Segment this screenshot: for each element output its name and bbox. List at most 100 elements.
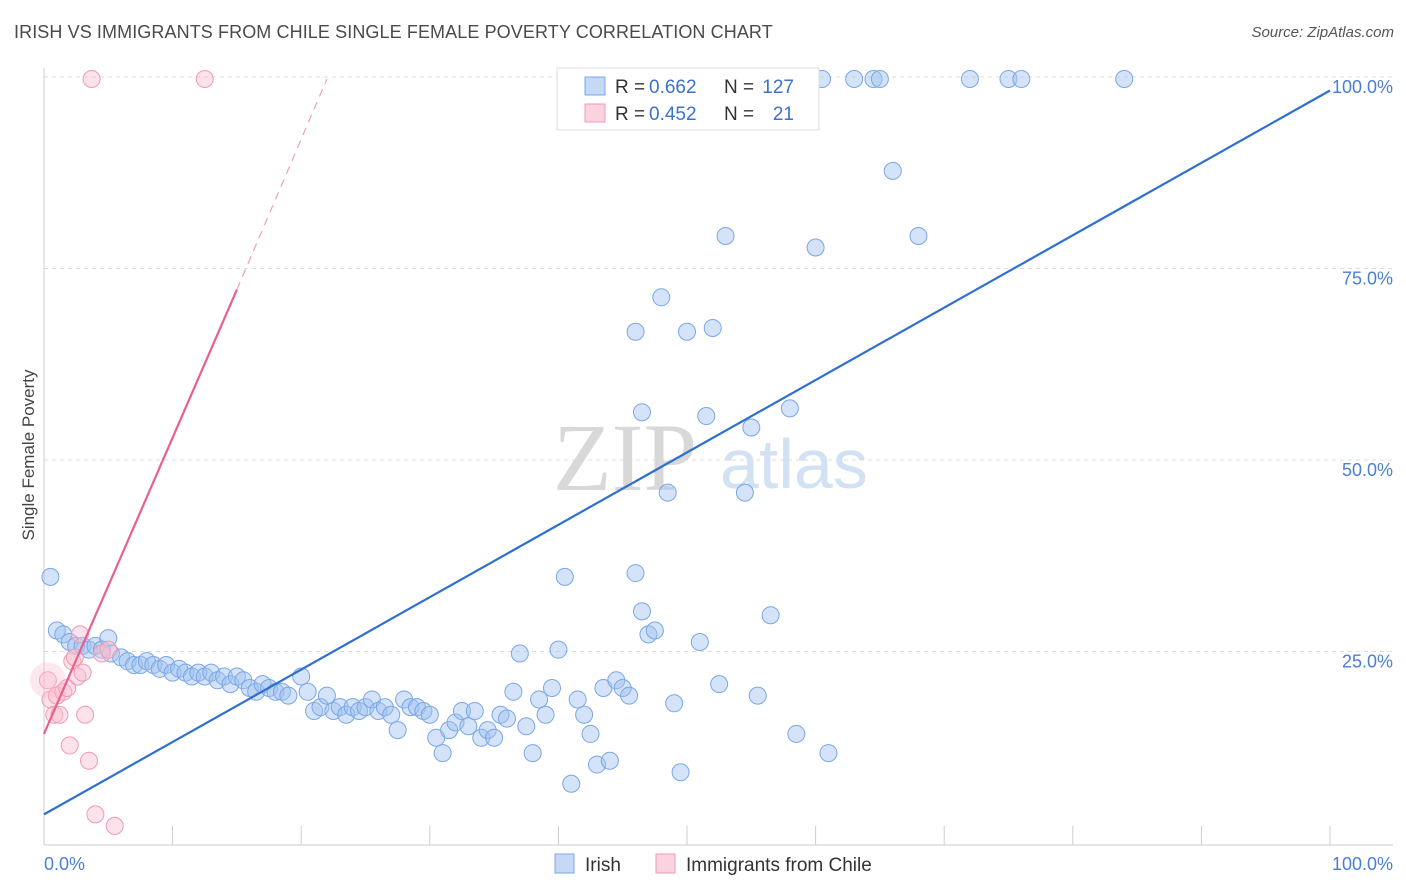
irish-point-110 xyxy=(761,606,780,625)
irish-point-53 xyxy=(388,721,407,740)
irish-point-80 xyxy=(562,774,581,793)
irish-point-79 xyxy=(555,567,574,586)
irish-point-101 xyxy=(690,633,709,652)
irish-point-121 xyxy=(870,70,889,88)
legend-n-label-irish: N = xyxy=(724,77,754,98)
irish-point-99 xyxy=(671,763,690,782)
irish-point-70 xyxy=(497,709,516,728)
irish-point-103 xyxy=(703,318,722,337)
irish-point-87 xyxy=(607,671,626,690)
irish-point-122 xyxy=(883,161,902,180)
chile-trend-extension xyxy=(236,78,328,290)
irish-point-104 xyxy=(710,675,729,694)
irish-point-105 xyxy=(716,227,735,246)
y-tick-label-100: 100.0% xyxy=(1332,77,1393,97)
x-tick-label-max: 100.0% xyxy=(1332,854,1393,874)
chile-point-0 xyxy=(38,671,57,690)
irish-point-83 xyxy=(581,724,600,743)
chile-point-18 xyxy=(99,640,118,659)
irish-point-63 xyxy=(452,701,471,720)
irish-point-124 xyxy=(960,70,979,88)
irish-point-116 xyxy=(806,238,825,257)
legend-n-value-chile: 21 xyxy=(773,104,794,125)
irish-point-93 xyxy=(632,602,651,621)
bottom-legend-swatch-irish xyxy=(554,853,575,874)
irish-point-97 xyxy=(658,483,677,502)
y-tick-labels: 25.0% 50.0% 75.0% 100.0% xyxy=(1332,77,1393,672)
x-tick-label-min: 0.0% xyxy=(44,854,85,874)
chile-point-19 xyxy=(105,816,124,835)
irish-point-77 xyxy=(542,678,561,697)
irish-point-88 xyxy=(613,678,632,697)
irish-point-67 xyxy=(478,721,497,740)
irish-point-90 xyxy=(626,564,645,583)
legend-swatch-chile xyxy=(584,103,606,123)
y-tick-label-25: 25.0% xyxy=(1342,652,1393,672)
irish-point-127 xyxy=(1115,70,1134,88)
grid-lines xyxy=(43,68,1393,845)
irish-point-95 xyxy=(645,621,664,640)
irish-point-65 xyxy=(465,701,484,720)
irish-point-82 xyxy=(575,705,594,724)
trend-lines xyxy=(42,78,1331,816)
irish-point-106 xyxy=(735,483,754,502)
irish-point-60 xyxy=(433,744,452,763)
y-axis-label: Single Female Poverty xyxy=(19,369,38,541)
irish-point-72 xyxy=(510,644,529,663)
irish-point-68 xyxy=(485,728,504,747)
data-points xyxy=(29,70,1134,835)
chile-trend-line xyxy=(42,289,238,735)
chile-point-13 xyxy=(76,705,95,724)
chart-title: IRISH VS IMMIGRANTS FROM CHILE SINGLE FE… xyxy=(14,22,773,42)
irish-point-120 xyxy=(864,70,883,88)
irish-point-98 xyxy=(665,694,684,713)
irish-point-52 xyxy=(382,705,401,724)
legend-swatch-irish xyxy=(584,76,606,96)
bottom-legend-swatch-chile xyxy=(655,853,676,874)
irish-point-114 xyxy=(787,724,806,743)
irish-point-102 xyxy=(697,407,716,426)
irish-point-66 xyxy=(472,728,491,747)
chile-point-cluster xyxy=(29,662,66,699)
chile-point-11 xyxy=(71,625,90,644)
irish-point-51 xyxy=(375,698,394,717)
chile-point-20 xyxy=(195,70,214,88)
irish-point-118 xyxy=(819,744,838,763)
chile-point-16 xyxy=(86,805,105,824)
y-tick-label-50: 50.0% xyxy=(1342,460,1393,480)
chile-point-7 xyxy=(60,736,79,755)
chile-point-14 xyxy=(80,751,99,770)
irish-point-30 xyxy=(234,671,253,690)
watermark-zip: ZIP xyxy=(553,404,697,511)
irish-point-81 xyxy=(568,690,587,709)
irish-point-125 xyxy=(999,70,1018,88)
irish-point-37 xyxy=(279,686,298,705)
irish-point-107 xyxy=(742,418,761,437)
irish-point-58 xyxy=(420,705,439,724)
irish-point-39 xyxy=(298,682,317,701)
legend-n-value-irish: 127 xyxy=(762,77,794,98)
irish-point-123 xyxy=(909,227,928,246)
legend-r-label-irish: R = xyxy=(615,77,645,98)
legend-r-label-chile: R = xyxy=(615,104,645,125)
irish-point-8 xyxy=(92,640,111,659)
bottom-legend-label-chile: Immigrants from Chile xyxy=(686,855,872,876)
irish-point-126 xyxy=(1012,70,1031,88)
chile-point-15 xyxy=(82,70,101,88)
irish-point-74 xyxy=(523,744,542,763)
irish-point-73 xyxy=(517,717,536,736)
bottom-legend-label-irish: Irish xyxy=(585,855,621,876)
irish-point-61 xyxy=(440,721,459,740)
irish-point-0 xyxy=(41,567,60,586)
legend-r-value-irish: 0.662 xyxy=(649,77,697,98)
irish-point-78 xyxy=(549,640,568,659)
legend-n-label-chile: N = xyxy=(724,104,754,125)
irish-point-64 xyxy=(459,717,478,736)
irish-point-108 xyxy=(748,686,767,705)
y-tick-label-75: 75.0% xyxy=(1342,269,1393,289)
watermark-atlas: atlas xyxy=(720,425,868,503)
irish-point-27 xyxy=(215,667,234,686)
irish-point-91 xyxy=(632,403,651,422)
legend-box: R = 0.662 N = 127 R = 0.452 N = 21 xyxy=(556,67,820,131)
